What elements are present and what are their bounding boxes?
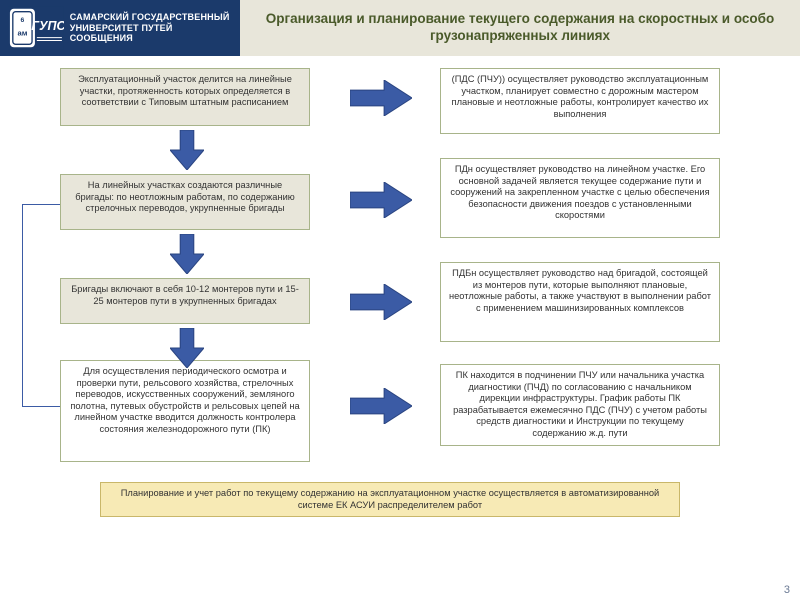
connector-bottom	[22, 406, 60, 407]
connector-top	[22, 204, 60, 205]
university-name-line1: САМАРСКИЙ ГОСУДАРСТВЕННЫЙ	[70, 12, 232, 22]
right-arrow-icon-1	[350, 182, 412, 218]
left-box-text-3: Для осуществления периодического осмотра…	[70, 366, 299, 434]
right-box-0: (ПДС (ПЧУ)) осуществляет руководство экс…	[440, 68, 720, 134]
university-logo-icon: 6 ам ГУПС	[8, 6, 64, 50]
logo-block: 6 ам ГУПС САМАРСКИЙ ГОСУДАРСТВЕННЫЙ УНИВ…	[0, 0, 240, 56]
left-box-3: Для осуществления периодического осмотра…	[60, 360, 310, 462]
right-box-2: ПДБн осуществляет руководство над бригад…	[440, 262, 720, 342]
diagram-content: Эксплуатационный участок делится на лине…	[0, 62, 800, 552]
svg-text:6: 6	[21, 17, 25, 24]
down-arrow-icon-2	[170, 328, 204, 368]
right-box-text-0: (ПДС (ПЧУ)) осуществляет руководство экс…	[452, 74, 709, 119]
right-box-3: ПК находится в подчинении ПЧУ или началь…	[440, 364, 720, 446]
university-name-line2: УНИВЕРСИТЕТ ПУТЕЙ СООБЩЕНИЯ	[70, 23, 232, 44]
left-box-text-0: Эксплуатационный участок делится на лине…	[78, 74, 292, 107]
left-box-2: Бригады включают в себя 10-12 монтеров п…	[60, 278, 310, 324]
left-box-text-1: На линейных участках создаются различные…	[75, 180, 295, 213]
page-title: Организация и планирование текущего соде…	[250, 11, 790, 45]
right-box-text-1: ПДн осуществляет руководство на линейном…	[450, 164, 709, 220]
down-arrow-icon-0	[170, 130, 204, 170]
svg-text:ГУПС: ГУПС	[31, 19, 63, 33]
title-block: Организация и планирование текущего соде…	[240, 0, 800, 56]
left-box-text-2: Бригады включают в себя 10-12 монтеров п…	[71, 284, 299, 306]
university-name: САМАРСКИЙ ГОСУДАРСТВЕННЫЙ УНИВЕРСИТЕТ ПУ…	[70, 12, 232, 43]
left-box-1: На линейных участках создаются различные…	[60, 174, 310, 230]
header: 6 ам ГУПС САМАРСКИЙ ГОСУДАРСТВЕННЫЙ УНИВ…	[0, 0, 800, 56]
connector-vertical	[22, 204, 23, 406]
right-box-1: ПДн осуществляет руководство на линейном…	[440, 158, 720, 238]
left-box-0: Эксплуатационный участок делится на лине…	[60, 68, 310, 126]
right-box-text-2: ПДБн осуществляет руководство над бригад…	[449, 268, 711, 313]
right-arrow-icon-3	[350, 388, 412, 424]
right-arrow-icon-2	[350, 284, 412, 320]
page-number: 3	[784, 584, 790, 596]
right-box-text-3: ПК находится в подчинении ПЧУ или началь…	[453, 370, 707, 438]
footer-note: Планирование и учет работ по текущему со…	[100, 482, 680, 517]
right-arrow-icon-0	[350, 80, 412, 116]
svg-text:ам: ам	[17, 29, 27, 38]
down-arrow-icon-1	[170, 234, 204, 274]
